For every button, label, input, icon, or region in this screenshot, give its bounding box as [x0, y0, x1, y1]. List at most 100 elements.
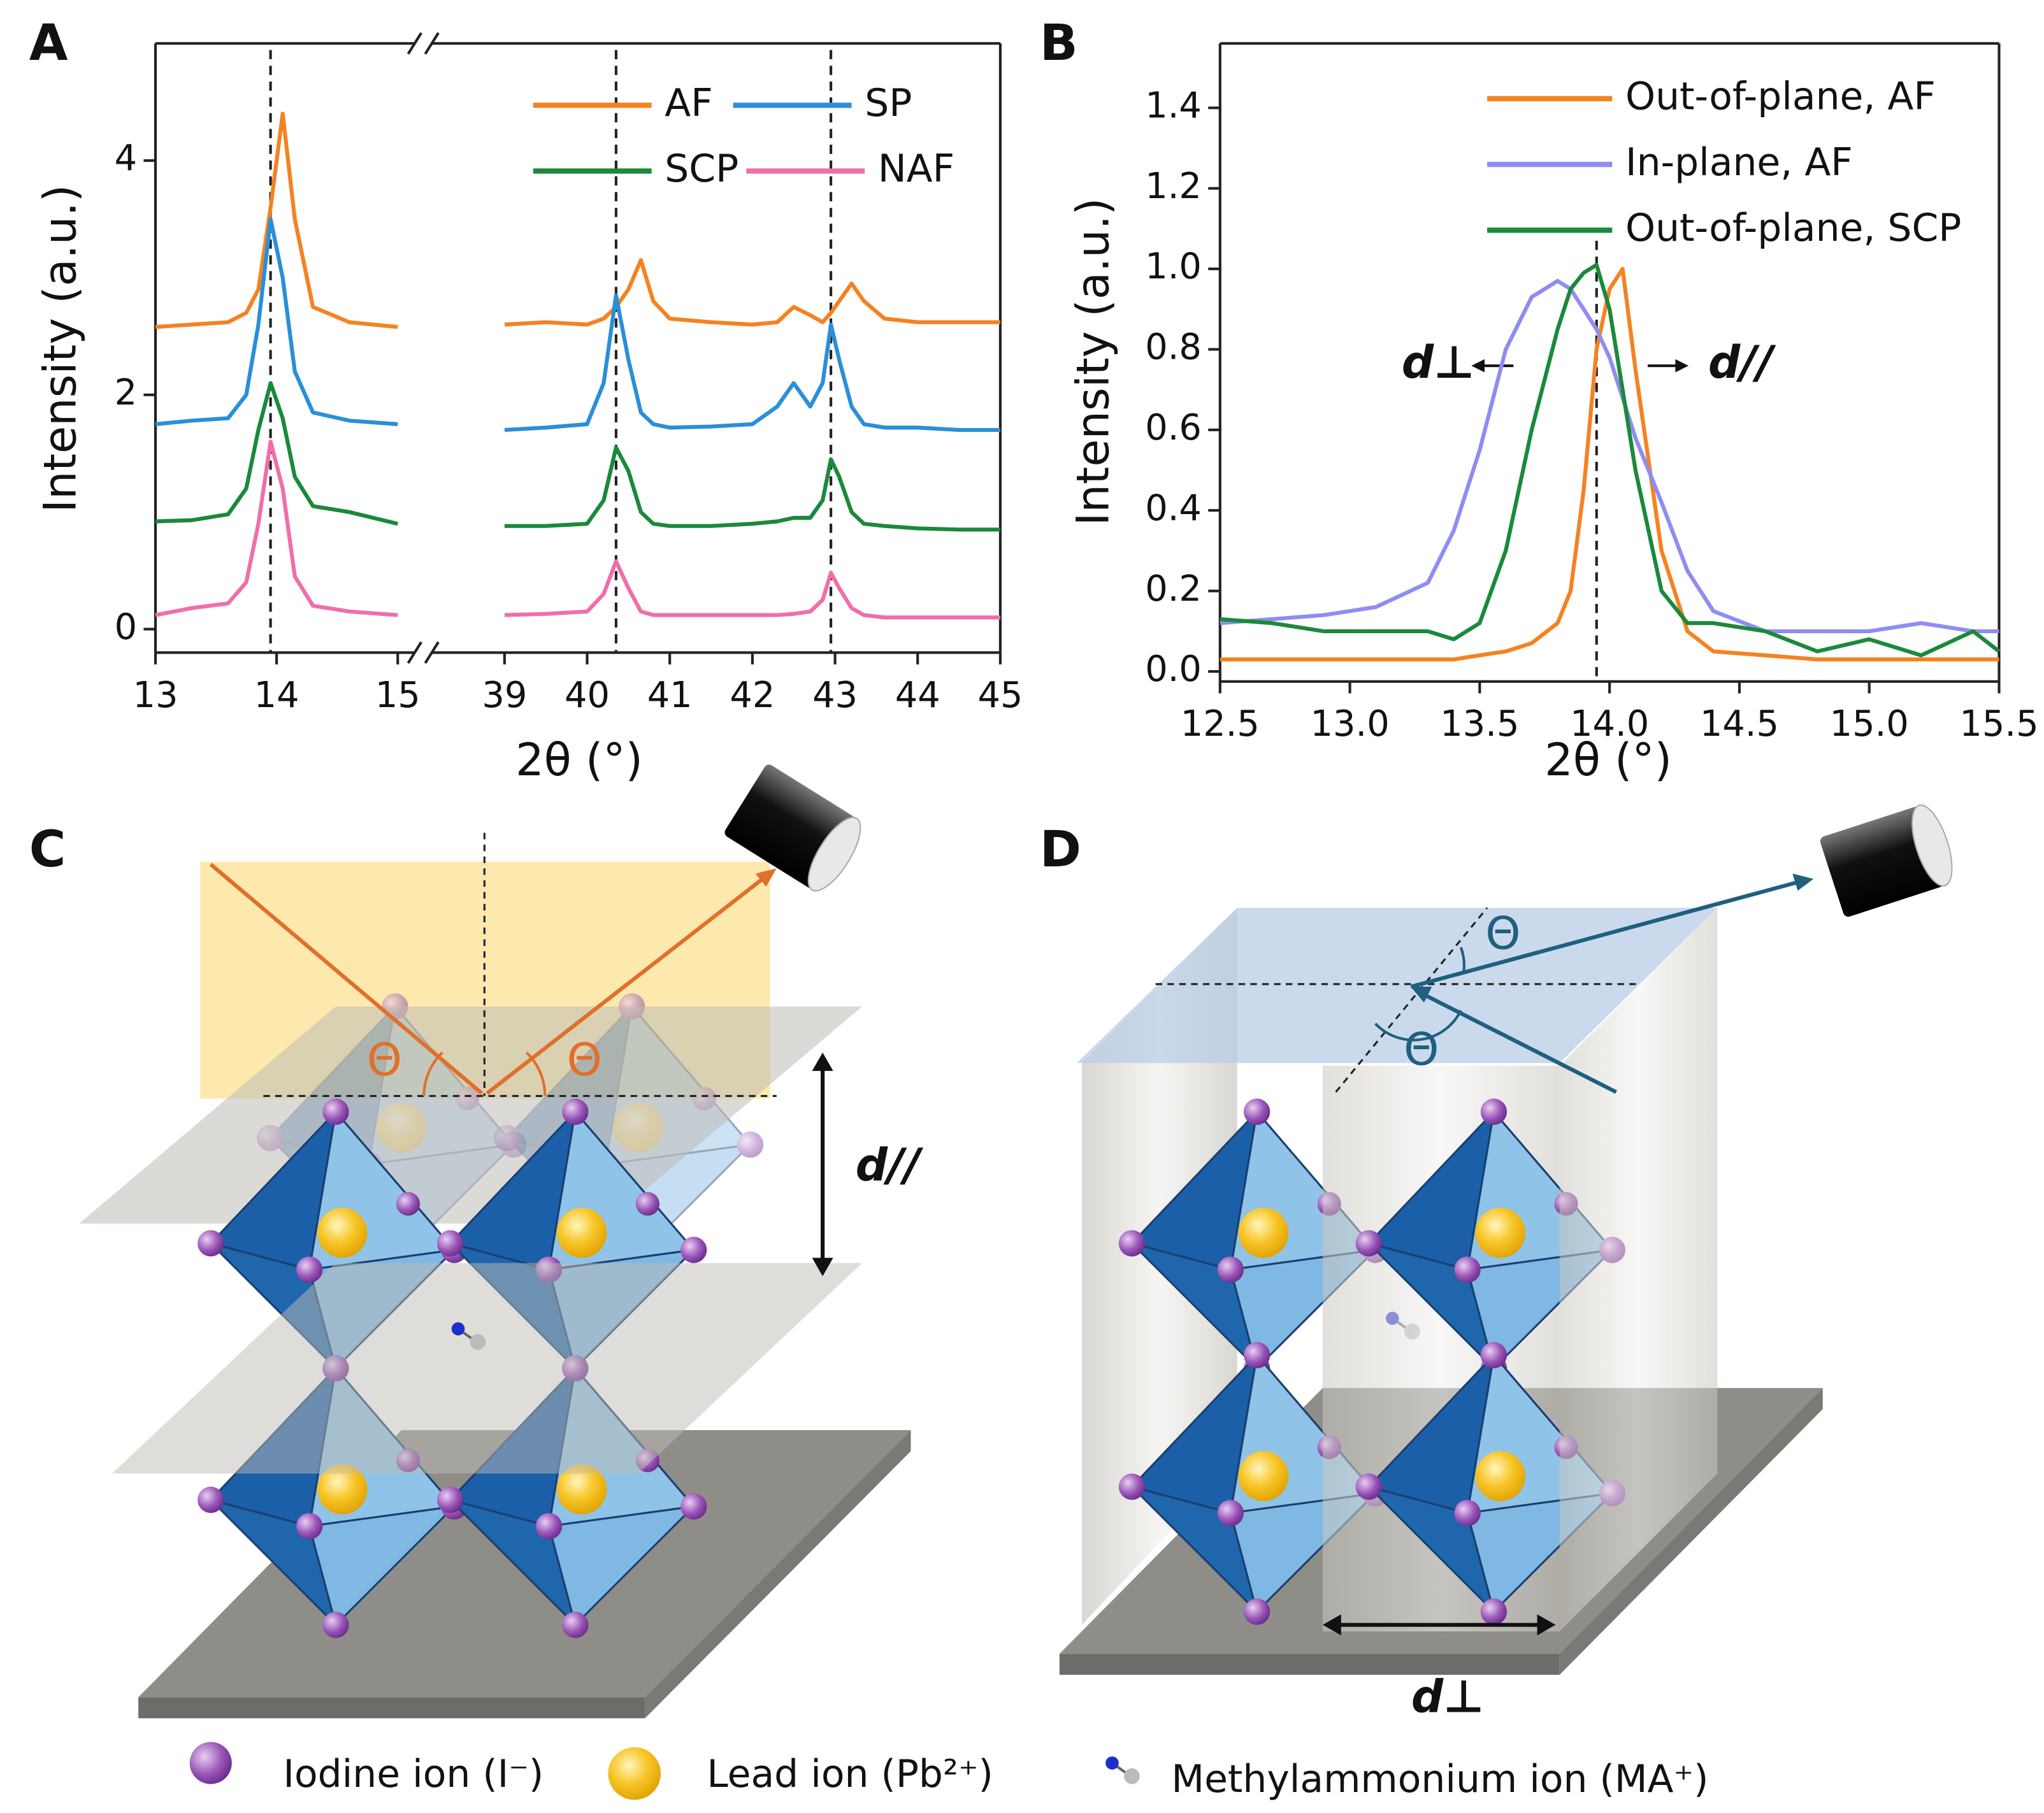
data-line: [504, 445, 1000, 532]
axis-break: [407, 32, 422, 55]
angle-arc: [1459, 947, 1465, 974]
x-tick-label: 41: [647, 675, 693, 716]
x-tick-label: 13.0: [1311, 703, 1390, 745]
lattice-plane: [112, 1263, 863, 1474]
x-tick-label: 15.5: [1959, 703, 2038, 745]
theta-label: Θ: [567, 1034, 602, 1086]
data-line: [155, 217, 398, 426]
incident-beam: [1423, 992, 1617, 1094]
arrow-head: [812, 1258, 833, 1277]
legend-icon: [608, 1747, 661, 1800]
x-tick-label: 12.5: [1181, 703, 1260, 745]
x-tick-label: 14.0: [1570, 703, 1649, 745]
x-axis-label: 2θ (°): [1544, 734, 1672, 786]
panel-letter: A: [29, 13, 68, 72]
data-line: [155, 111, 398, 329]
incident-beam: [209, 863, 484, 1095]
arrow-head: [1675, 359, 1689, 373]
spacing-label: d⊥: [1411, 1670, 1484, 1723]
angle-arc: [525, 1051, 547, 1096]
y-tick-label: 0.2: [1145, 568, 1202, 610]
y-tick-label: 4: [115, 138, 137, 179]
angle-arc: [422, 1051, 443, 1096]
legend-icon: [1105, 1756, 1140, 1784]
data-line: [155, 381, 398, 526]
axis-break: [424, 641, 440, 664]
x-tick-label: 45: [977, 675, 1023, 716]
legend-label: AF: [665, 81, 712, 125]
legend-label: Iodine ion (I⁻): [283, 1752, 543, 1796]
substrate-edge: [138, 1697, 645, 1719]
spacing-label: d//: [856, 1139, 924, 1191]
y-tick-label: 0.0: [1145, 649, 1202, 690]
arrow-head: [812, 1052, 833, 1071]
data-line: [1220, 278, 1999, 634]
y-tick-label: 2: [115, 372, 137, 413]
axis-break: [424, 32, 440, 55]
normal-line: [1335, 907, 1488, 1093]
theta-label: Θ: [1404, 1023, 1439, 1075]
annotation: d//: [1708, 336, 1776, 389]
data-line: [504, 258, 1000, 327]
axis-break: [407, 641, 422, 664]
legend-icon: [189, 1742, 232, 1784]
x-tick-label: 42: [730, 675, 775, 716]
panel-letter: C: [29, 820, 66, 878]
legend-label: In-plane, AF: [1625, 140, 1853, 185]
x-tick-label: 43: [812, 675, 858, 716]
detector: [1818, 799, 1961, 919]
diagram-d: Θ Θ d⊥: [1059, 799, 1961, 1723]
y-tick-label: 0: [115, 606, 137, 648]
legend-label: NAF: [878, 147, 954, 191]
data-line: [504, 293, 1000, 433]
x-tick-label: 14.5: [1700, 703, 1779, 745]
x-tick-label: 40: [565, 675, 610, 716]
legend-label: Out-of-plane, SCP: [1625, 206, 1961, 250]
arrow-head: [1792, 873, 1814, 891]
arrow-head: [755, 868, 777, 887]
substrate-edge: [1059, 1654, 1560, 1675]
x-tick-label: 15: [375, 675, 421, 716]
y-tick-label: 0.6: [1145, 407, 1202, 448]
diagram-c: Θ Θ d//: [79, 762, 924, 1719]
annotation: d⊥: [1402, 336, 1474, 389]
y-tick-label: 1.0: [1145, 246, 1202, 287]
y-tick-label: 0.4: [1145, 487, 1202, 529]
y-axis-label: Intensity (a.u.): [34, 185, 86, 513]
legend-label: Lead ion (Pb²⁺): [707, 1752, 993, 1796]
data-line: [504, 559, 1000, 620]
x-tick-label: 14: [254, 675, 299, 716]
x-tick-label: 39: [482, 675, 527, 716]
theta-label: Θ: [367, 1034, 402, 1086]
arrow-head: [1411, 986, 1432, 1003]
x-tick-label: 44: [895, 675, 940, 716]
reflected-beam: [1410, 879, 1801, 989]
data-line: [155, 440, 398, 617]
reflected-beam: [486, 875, 768, 1095]
panel-letter: B: [1040, 13, 1078, 72]
legend-label: SCP: [665, 147, 738, 191]
arrow-head: [1471, 359, 1485, 373]
y-tick-label: 1.2: [1145, 166, 1202, 207]
legend-label: Out-of-plane, AF: [1625, 74, 1936, 118]
arrow-head: [1537, 1614, 1556, 1636]
substrate-edge: [1559, 1387, 1823, 1675]
lattice-plane: [1559, 908, 1718, 1631]
angle-arc: [1374, 1010, 1462, 1042]
data-line: [1220, 267, 1999, 662]
x-tick-label: 13: [133, 675, 178, 716]
y-tick-label: 0.8: [1145, 327, 1202, 368]
y-axis-label: Intensity (a.u.): [1067, 197, 1119, 526]
arrow-head: [1322, 1614, 1341, 1636]
theta-label: Θ: [1485, 908, 1520, 960]
data-line: [1220, 262, 2001, 657]
x-tick-label: 13.5: [1440, 703, 1519, 745]
lattice-plane: [79, 1006, 863, 1224]
substrate-edge: [645, 1430, 911, 1719]
legend-label: SP: [865, 81, 912, 125]
legend-label: Methylammonium ion (MA⁺): [1171, 1757, 1708, 1802]
x-tick-label: 15.0: [1830, 703, 1909, 745]
panel-letter: D: [1040, 820, 1081, 878]
